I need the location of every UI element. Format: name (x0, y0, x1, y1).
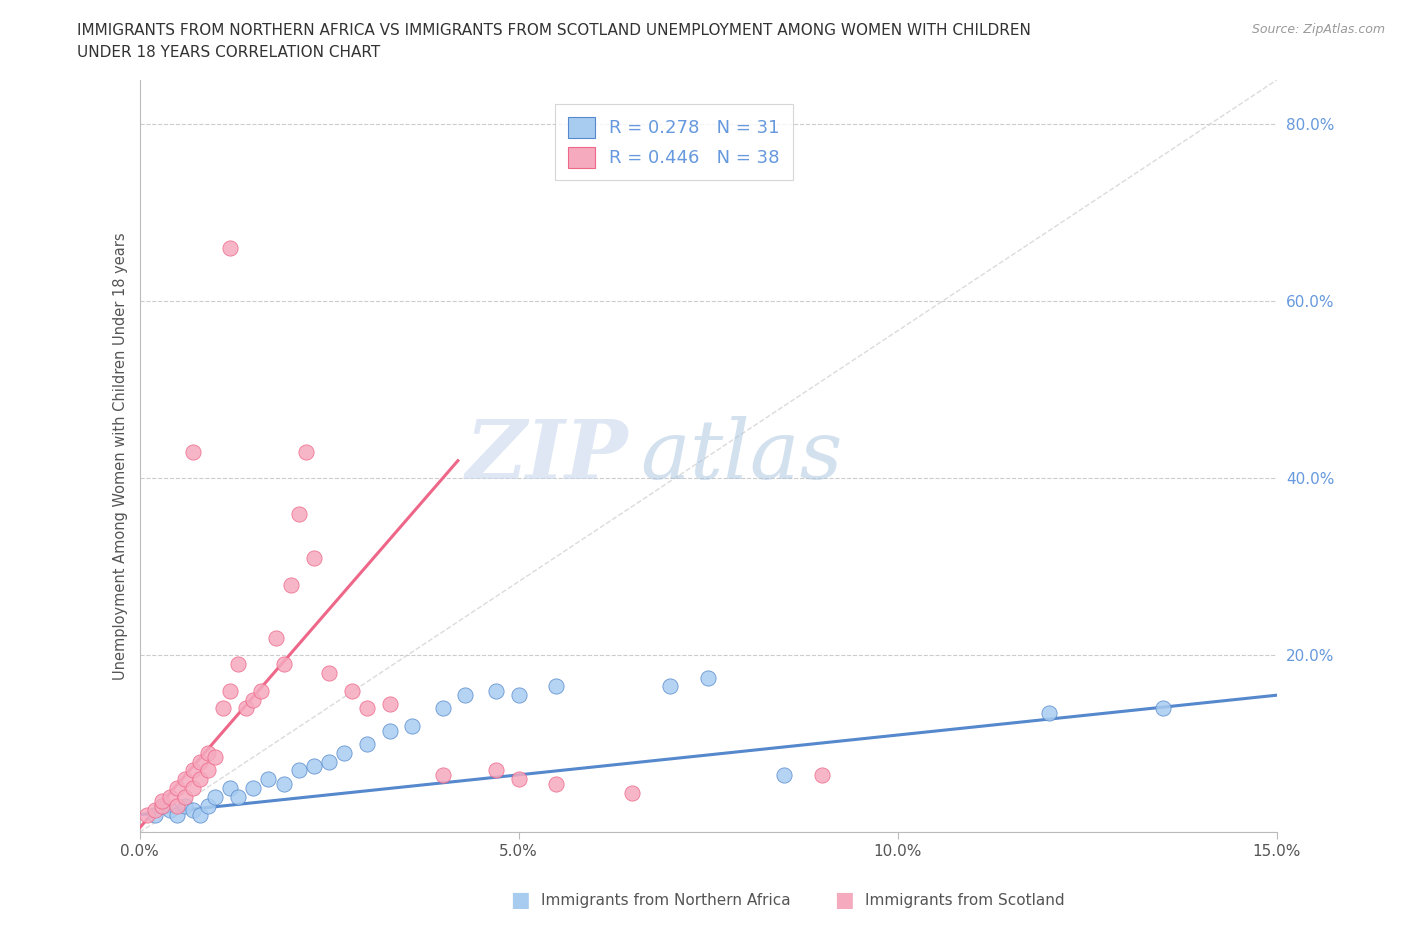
Point (159, 803, 181, 817)
Point (219, 780, 242, 795)
Point (136, 807, 159, 822)
Point (181, 803, 204, 817)
Point (280, 578, 302, 592)
Point (508, 688, 530, 703)
Text: Immigrants from Scotland: Immigrants from Scotland (865, 893, 1064, 908)
Point (181, 445, 204, 459)
Point (302, 759, 325, 774)
Text: ■: ■ (510, 890, 530, 910)
Legend: R = 0.278   N = 31, R = 0.446   N = 38: R = 0.278 N = 31, R = 0.446 N = 38 (555, 104, 793, 180)
Point (697, 671, 720, 685)
Point (318, 666, 340, 681)
Point (181, 763, 204, 777)
Point (401, 719, 423, 734)
Point (659, 679, 682, 694)
Point (432, 767, 454, 782)
Point (264, 631, 287, 645)
Point (810, 767, 832, 782)
Text: atlas: atlas (640, 417, 842, 497)
Point (197, 798, 219, 813)
Point (166, 780, 188, 795)
Point (249, 684, 271, 698)
Point (287, 763, 309, 777)
Point (226, 790, 249, 804)
Point (242, 692, 264, 707)
Point (546, 777, 568, 791)
Point (150, 794, 173, 809)
Point (212, 701, 235, 716)
Text: Source: ZipAtlas.com: Source: ZipAtlas.com (1251, 23, 1385, 36)
Point (287, 506, 309, 521)
Text: Immigrants from Northern Africa: Immigrants from Northern Africa (541, 893, 792, 908)
Point (174, 798, 197, 813)
Point (454, 688, 477, 703)
Point (150, 798, 173, 813)
Point (166, 798, 188, 813)
Point (302, 551, 325, 565)
Point (257, 772, 280, 787)
Point (378, 697, 401, 711)
Point (143, 803, 166, 817)
Point (432, 701, 454, 716)
Point (188, 772, 211, 787)
Text: ZIP: ZIP (465, 417, 628, 497)
Text: UNDER 18 YEARS CORRELATION CHART: UNDER 18 YEARS CORRELATION CHART (77, 45, 381, 60)
Point (174, 790, 197, 804)
Point (219, 241, 242, 256)
Point (197, 763, 219, 777)
Point (197, 745, 219, 760)
Point (166, 807, 188, 822)
Point (485, 763, 508, 777)
Point (621, 785, 644, 800)
Point (378, 724, 401, 738)
Point (273, 777, 295, 791)
Point (204, 790, 226, 804)
Point (181, 780, 204, 795)
Point (174, 772, 197, 787)
Point (150, 798, 173, 813)
Point (235, 701, 257, 716)
Point (188, 754, 211, 769)
Point (356, 737, 378, 751)
Point (143, 807, 166, 822)
Point (772, 767, 794, 782)
Point (295, 445, 318, 459)
Point (226, 657, 249, 671)
Point (1152, 701, 1174, 716)
Point (340, 684, 363, 698)
Point (356, 701, 378, 716)
Point (318, 754, 340, 769)
Point (546, 679, 568, 694)
Point (204, 750, 226, 764)
Point (273, 657, 295, 671)
Point (242, 780, 264, 795)
Point (159, 790, 181, 804)
Y-axis label: Unemployment Among Women with Children Under 18 years: Unemployment Among Women with Children U… (114, 232, 128, 680)
Text: ■: ■ (834, 890, 853, 910)
Point (219, 684, 242, 698)
Point (485, 684, 508, 698)
Point (1038, 706, 1060, 721)
Point (508, 772, 530, 787)
Point (188, 807, 211, 822)
Text: IMMIGRANTS FROM NORTHERN AFRICA VS IMMIGRANTS FROM SCOTLAND UNEMPLOYMENT AMONG W: IMMIGRANTS FROM NORTHERN AFRICA VS IMMIG… (77, 23, 1031, 38)
Point (333, 745, 356, 760)
